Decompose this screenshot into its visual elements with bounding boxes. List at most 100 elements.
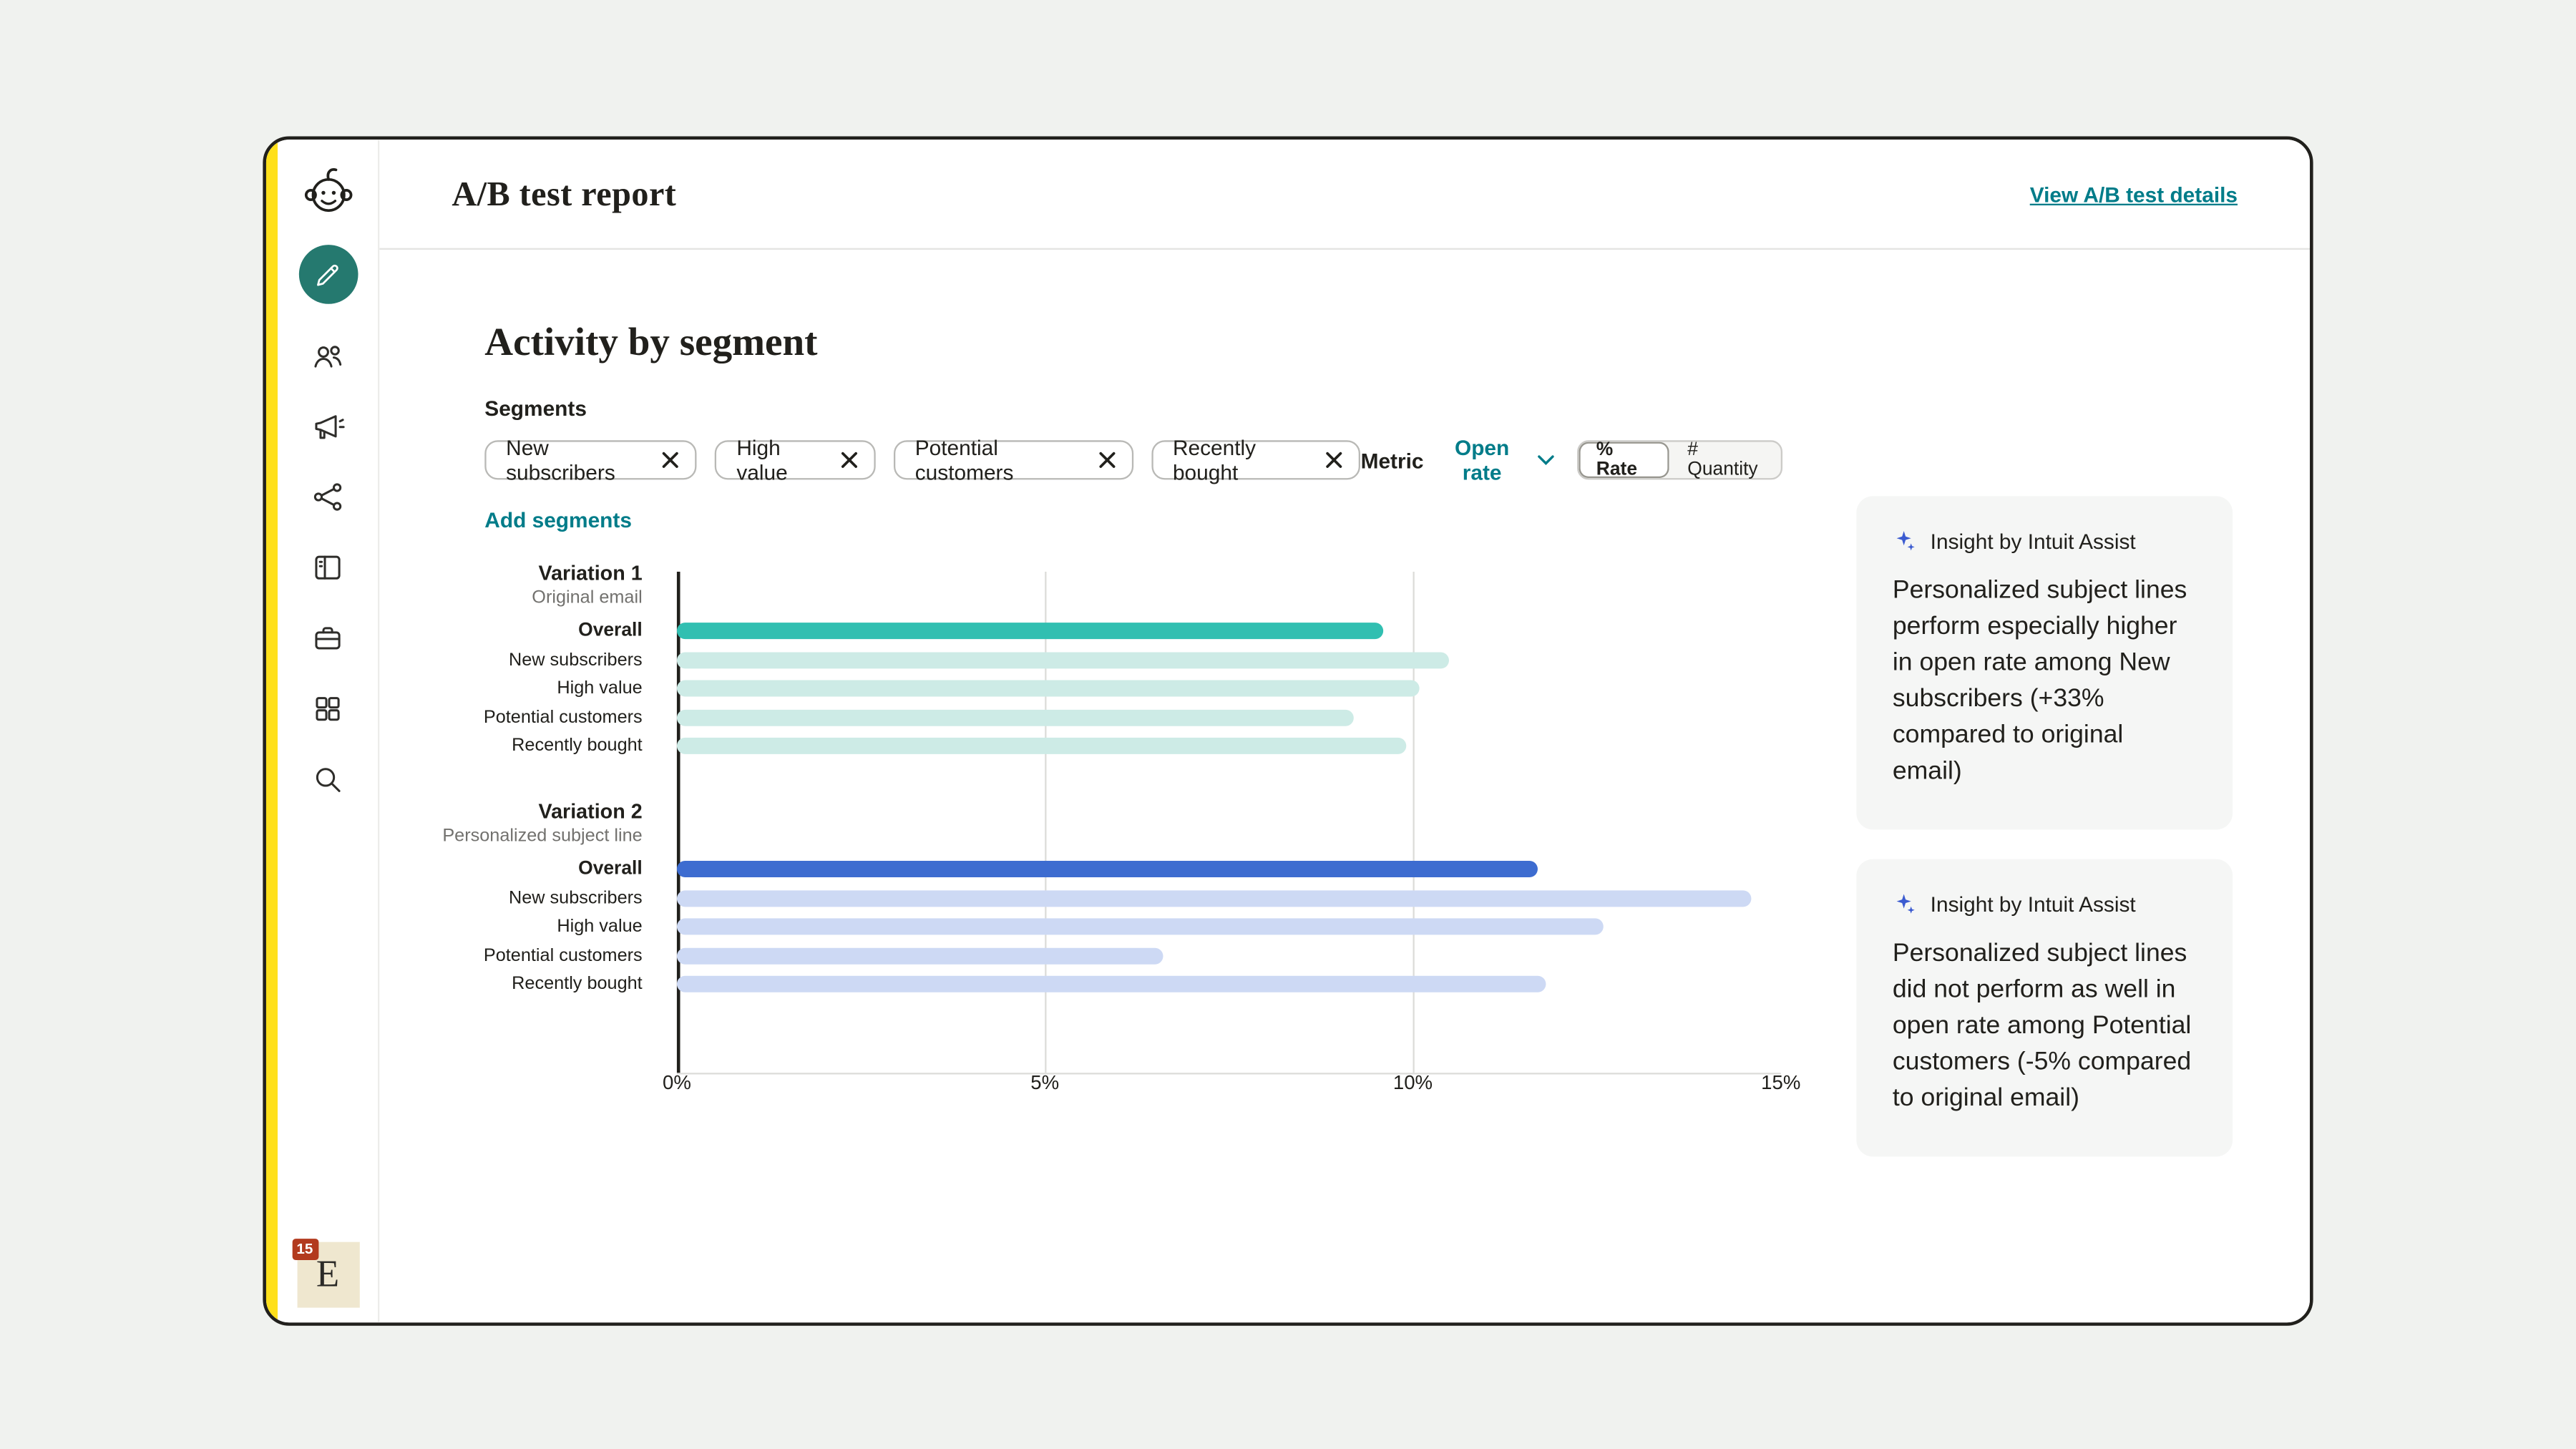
page-title: A/B test report [452,173,677,213]
insight-card-text: Personalized subject lines did not perfo… [1892,940,2192,1113]
bar-segment-value [676,918,1604,935]
segment-chip-label: New subscribers [506,435,615,485]
bar-segment-value [676,708,1355,726]
chart-row: Overall [484,854,1782,883]
x-tick-label: 0% [663,1070,691,1094]
brand-accent-stripe [265,140,278,1323]
metric-dropdown[interactable]: Open rate [1437,435,1553,484]
freddie-monkey-icon [303,168,352,213]
variation-group-header: Variation 1 Original email [484,562,677,610]
section-title: Activity by segment [484,321,818,365]
chart-row-label: Recently bought [512,736,643,756]
bar-segment-value [676,975,1546,992]
sidebar-item-create[interactable] [298,245,358,304]
segment-chip[interactable]: New subscribers [484,435,698,484]
bar-segment-value [676,651,1450,668]
bar-segment-value [676,861,1538,878]
mailchimp-logo[interactable] [298,160,358,222]
controls-row: New subscribers High value Potential custo… [484,435,1783,484]
bar-segment-value [676,947,1163,964]
insight-card-header: Insight by Intuit Assist [1893,892,2197,917]
chart-row: Recently bought [484,970,1782,998]
variation-group-title: Variation 2 [538,799,643,823]
sparkle-icon [1896,531,1915,551]
chart-row-label: New subscribers [509,650,643,670]
chart-rows: Variation 1 Original email Overall New subs… [442,562,1782,998]
sidebar-item-content[interactable] [308,547,347,587]
chart-row-label: High value [557,917,643,937]
chart-row: High value [484,674,1782,703]
remove-segment-icon[interactable] [841,452,857,468]
chart-row-label: Overall [578,621,643,641]
segment-chip[interactable]: Recently bought [1151,435,1361,484]
metric-unit-option-rate[interactable]: % Rate [1578,440,1670,479]
chart-row-label: High value [557,678,643,699]
chart-row: New subscribers [484,645,1782,674]
chart-row: Overall [484,617,1782,645]
insight-card-title: Insight by Intuit Assist [1930,892,2136,917]
chart-row-label: Overall [578,859,643,879]
variation-group-header: Variation 2 Personalized subject line [442,799,677,848]
chart-row: Potential customers [484,703,1782,731]
x-tick-label: 15% [1761,1070,1801,1094]
report-main: Activity by segment Segments New subscri… [379,250,2310,1322]
segment-chip-label: Recently bought [1172,435,1257,485]
briefcase-icon [315,626,341,649]
variation-group-subtitle: Personalized subject line [442,825,643,846]
sidebar-item-automations[interactable] [308,477,347,516]
activity-bar-chart: Variation 1 Original email Overall New subs… [442,562,1800,1103]
gridline [1413,571,1415,1073]
avatar-letter: E [316,1253,340,1295]
chart-row: High value [484,912,1782,941]
view-ab-test-details-link[interactable]: View A/B test details [2029,181,2238,207]
gridline [1045,571,1047,1073]
bar-segment-value [676,738,1406,755]
remove-segment-icon[interactable] [1099,452,1116,468]
metric-controls: Metric Open rate % Rate # Quantity [1360,435,1783,484]
chart-row: New subscribers [484,884,1782,912]
remove-segment-icon[interactable] [1326,452,1342,468]
chart-grid [676,571,1781,1075]
chart-row-label: Potential customers [483,707,643,728]
chart-row-label: Potential customers [483,945,643,965]
sidebar: 15 E [278,140,380,1323]
bar-segment-value [676,680,1420,697]
add-segments-link[interactable]: Add segments [484,507,632,532]
insight-card: Insight by Intuit Assist Personalized sub… [1856,859,2233,1157]
chart-row: Potential customers [484,941,1782,970]
pencil-icon [317,263,338,286]
megaphone-icon [315,414,345,439]
insight-card-title: Insight by Intuit Assist [1930,529,2136,554]
metric-label: Metric [1360,447,1424,473]
chevron-down-icon [1537,455,1553,466]
chart-row-label: Recently bought [512,974,643,995]
sidebar-item-commerce[interactable] [308,618,347,657]
variation-group-subtitle: Original email [532,587,643,608]
x-tick-label: 10% [1392,1070,1433,1094]
segment-chip-label: High value [736,435,788,485]
top-bar: A/B test report View A/B test details [379,140,2311,250]
variation-group-title: Variation 1 [538,562,643,585]
metric-dropdown-value: Open rate [1454,435,1510,485]
content-icon [315,555,341,579]
insights-column: Insight by Intuit Assist Personalized sub… [1856,496,2233,1157]
insight-card-text: Personalized subject lines perform espec… [1892,576,2187,786]
chart-row-label: New subscribers [509,887,643,908]
x-tick-label: 5% [1030,1070,1060,1094]
chart-row: Recently bought [484,732,1782,761]
bar-segment-value [676,623,1384,640]
segment-chips: New subscribers High value Potential custo… [484,435,1361,484]
sidebar-item-campaigns[interactable] [308,406,347,445]
insight-card: Insight by Intuit Assist Personalized sub… [1856,496,2233,830]
metric-unit-option-quantity[interactable]: # Quantity [1687,440,1758,480]
segment-chip[interactable]: High value [715,435,876,484]
account-avatar[interactable]: 15 E [291,1239,359,1308]
audience-icon [314,345,342,367]
sidebar-item-search[interactable] [308,759,347,799]
sidebar-item-audience[interactable] [308,335,347,374]
segment-chip[interactable]: Potential customers [893,435,1133,484]
remove-segment-icon[interactable] [663,452,679,468]
sidebar-item-apps[interactable] [308,688,347,728]
segment-chip-label: Potential customers [914,435,1014,485]
